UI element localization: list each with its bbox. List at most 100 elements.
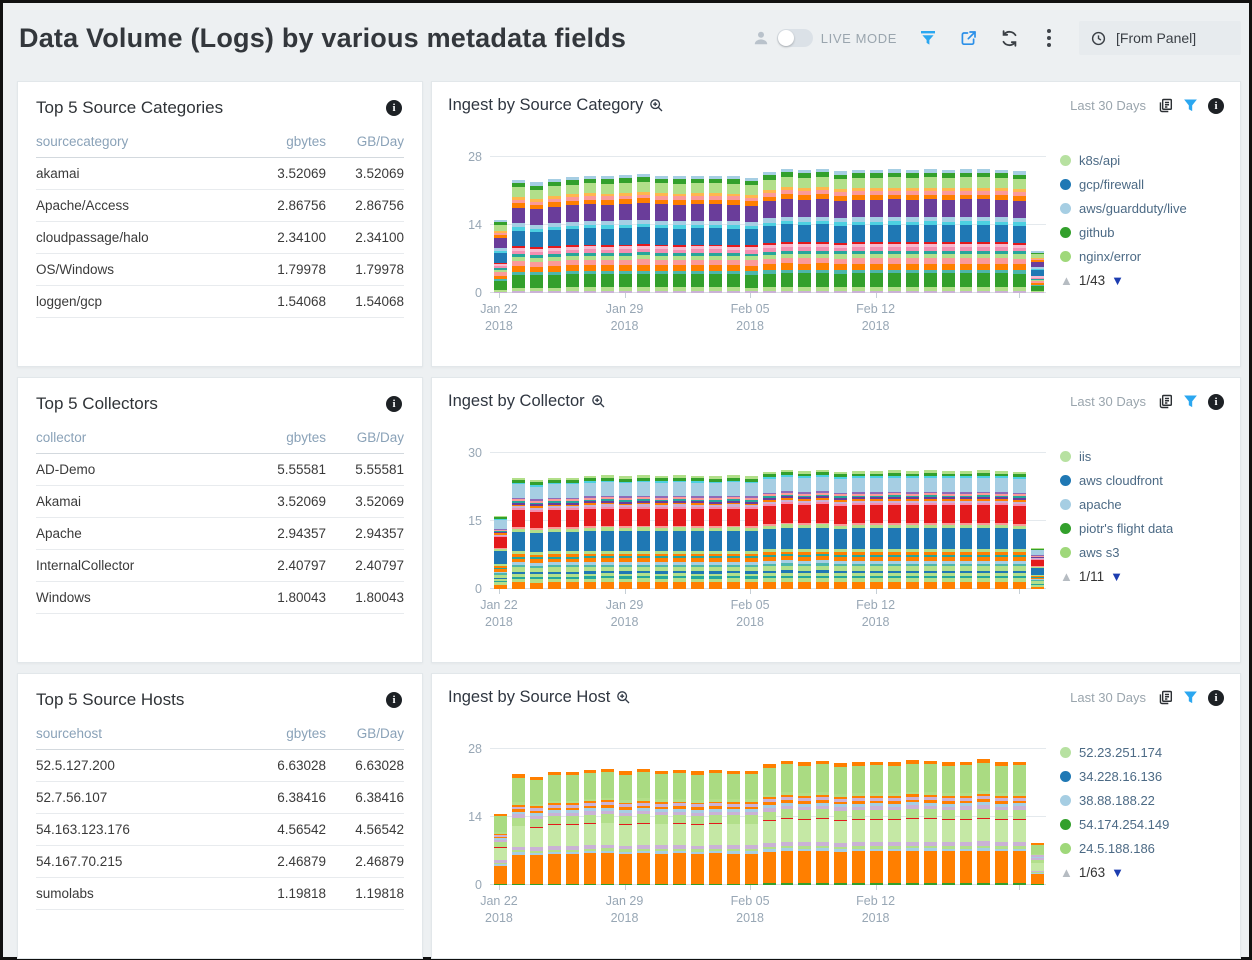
- stacked-bar[interactable]: [511, 180, 525, 293]
- info-icon[interactable]: i: [386, 396, 402, 412]
- column-header[interactable]: gbytes: [286, 134, 326, 149]
- stacked-bar[interactable]: [798, 762, 812, 885]
- stacked-bar[interactable]: [726, 176, 740, 293]
- table-row[interactable]: Apache 2.94357 2.94357: [36, 518, 404, 550]
- stacked-bar[interactable]: [565, 177, 579, 293]
- stacked-bar[interactable]: [977, 470, 991, 589]
- stacked-bar[interactable]: [511, 477, 525, 589]
- table-row[interactable]: Windows 1.80043 1.80043: [36, 582, 404, 614]
- legend-page-down-icon[interactable]: ▼: [1110, 569, 1124, 584]
- stacked-bar[interactable]: [959, 761, 973, 885]
- stacked-bar[interactable]: [673, 475, 686, 589]
- table-row[interactable]: Apache/Access 2.86756 2.86756: [36, 190, 404, 222]
- stacked-bar[interactable]: [547, 178, 561, 293]
- stacked-bar[interactable]: [494, 220, 507, 293]
- table-row[interactable]: 52.7.56.107 6.38416 6.38416: [36, 782, 404, 814]
- legend-page-down-icon[interactable]: ▼: [1111, 273, 1125, 288]
- stacked-bar[interactable]: [726, 475, 740, 589]
- stacked-bar[interactable]: [1013, 471, 1027, 589]
- stacked-bar[interactable]: [637, 174, 651, 293]
- stacked-bar[interactable]: [816, 469, 830, 589]
- zoom-in-icon[interactable]: [591, 394, 606, 409]
- legend-page-up-icon[interactable]: ▲: [1060, 569, 1073, 584]
- legend-item[interactable]: gcp/firewall: [1060, 177, 1228, 192]
- legend-item[interactable]: 38.88.188.22: [1060, 793, 1228, 808]
- stacked-bar[interactable]: [887, 169, 901, 293]
- stacked-bar[interactable]: [601, 475, 615, 589]
- stacked-bar[interactable]: [547, 771, 561, 885]
- stacked-bar[interactable]: [762, 764, 776, 885]
- stacked-bar[interactable]: [977, 759, 991, 885]
- stacked-bar[interactable]: [601, 176, 615, 293]
- stacked-bar[interactable]: [690, 771, 704, 885]
- table-row[interactable]: AD-Demo 5.55581 5.55581: [36, 454, 404, 486]
- panel-filter-icon[interactable]: [1183, 394, 1198, 409]
- report-icon[interactable]: [1158, 98, 1173, 113]
- column-header[interactable]: gbytes: [286, 430, 326, 445]
- legend-item[interactable]: iis: [1060, 449, 1228, 464]
- stacked-bar[interactable]: [852, 470, 866, 589]
- report-icon[interactable]: [1158, 394, 1173, 409]
- stacked-bar[interactable]: [852, 762, 866, 885]
- legend-item[interactable]: piotr's flight data: [1060, 521, 1228, 536]
- legend-item[interactable]: github: [1060, 225, 1228, 240]
- stacked-bar[interactable]: [834, 171, 848, 293]
- stacked-bar[interactable]: [834, 471, 848, 589]
- stacked-bar[interactable]: [744, 770, 758, 885]
- stacked-bar[interactable]: [619, 476, 633, 589]
- stacked-bar[interactable]: [655, 475, 669, 589]
- stacked-bar[interactable]: [887, 470, 901, 589]
- legend-item[interactable]: 54.174.254.149: [1060, 817, 1228, 832]
- table-row[interactable]: loggen/gcp 1.54068 1.54068: [36, 286, 404, 318]
- report-icon[interactable]: [1158, 690, 1173, 705]
- stacked-bar[interactable]: [637, 475, 651, 589]
- legend-item[interactable]: 52.23.251.174: [1060, 745, 1228, 760]
- stacked-bar[interactable]: [798, 470, 812, 589]
- stacked-bar[interactable]: [565, 771, 579, 885]
- stacked-bar[interactable]: [655, 770, 669, 885]
- column-header[interactable]: collector: [36, 430, 87, 445]
- stacked-bar[interactable]: [708, 770, 722, 885]
- legend-item[interactable]: 24.5.188.186: [1060, 841, 1228, 856]
- stacked-bar[interactable]: [870, 761, 883, 885]
- stacked-bar[interactable]: [887, 762, 901, 885]
- more-menu-icon[interactable]: [1041, 27, 1057, 49]
- stacked-bar[interactable]: [780, 168, 794, 293]
- stacked-bar[interactable]: [565, 477, 579, 589]
- panel-filter-icon[interactable]: [1183, 690, 1198, 705]
- stacked-bar[interactable]: [511, 774, 525, 885]
- stacked-bar[interactable]: [583, 475, 597, 589]
- stacked-bar[interactable]: [923, 169, 937, 293]
- stacked-bar[interactable]: [637, 769, 651, 885]
- stacked-bar[interactable]: [1013, 761, 1027, 885]
- stacked-bar[interactable]: [708, 175, 722, 293]
- stacked-bar[interactable]: [547, 477, 561, 589]
- stacked-bar[interactable]: [905, 760, 919, 885]
- stacked-bar[interactable]: [494, 515, 507, 589]
- stacked-bar[interactable]: [762, 171, 776, 293]
- legend-page-down-icon[interactable]: ▼: [1111, 865, 1125, 880]
- stacked-bar[interactable]: [529, 182, 543, 293]
- stacked-bar[interactable]: [744, 177, 758, 293]
- stacked-bar[interactable]: [726, 770, 740, 885]
- table-row[interactable]: OS/Windows 1.79978 1.79978: [36, 254, 404, 286]
- table-row[interactable]: cloudpassage/halo 2.34100 2.34100: [36, 222, 404, 254]
- zoom-in-icon[interactable]: [649, 98, 664, 113]
- legend-item[interactable]: apache: [1060, 497, 1228, 512]
- column-header[interactable]: sourcecategory: [36, 134, 129, 149]
- stacked-bar[interactable]: [494, 814, 507, 885]
- stacked-bar[interactable]: [655, 175, 669, 293]
- info-icon[interactable]: i: [386, 692, 402, 708]
- column-header[interactable]: GB/Day: [356, 726, 404, 741]
- stacked-bar[interactable]: [941, 169, 955, 293]
- share-icon[interactable]: [959, 29, 978, 48]
- stacked-bar[interactable]: [816, 760, 830, 885]
- live-mode-toggle[interactable]: [776, 29, 813, 47]
- stacked-bar[interactable]: [601, 768, 615, 885]
- column-header[interactable]: GB/Day: [356, 134, 404, 149]
- stacked-bar[interactable]: [870, 169, 883, 293]
- zoom-in-icon[interactable]: [616, 690, 631, 705]
- info-icon[interactable]: i: [1208, 393, 1224, 410]
- time-range-selector[interactable]: [From Panel]: [1079, 21, 1241, 55]
- stacked-bar[interactable]: [583, 175, 597, 293]
